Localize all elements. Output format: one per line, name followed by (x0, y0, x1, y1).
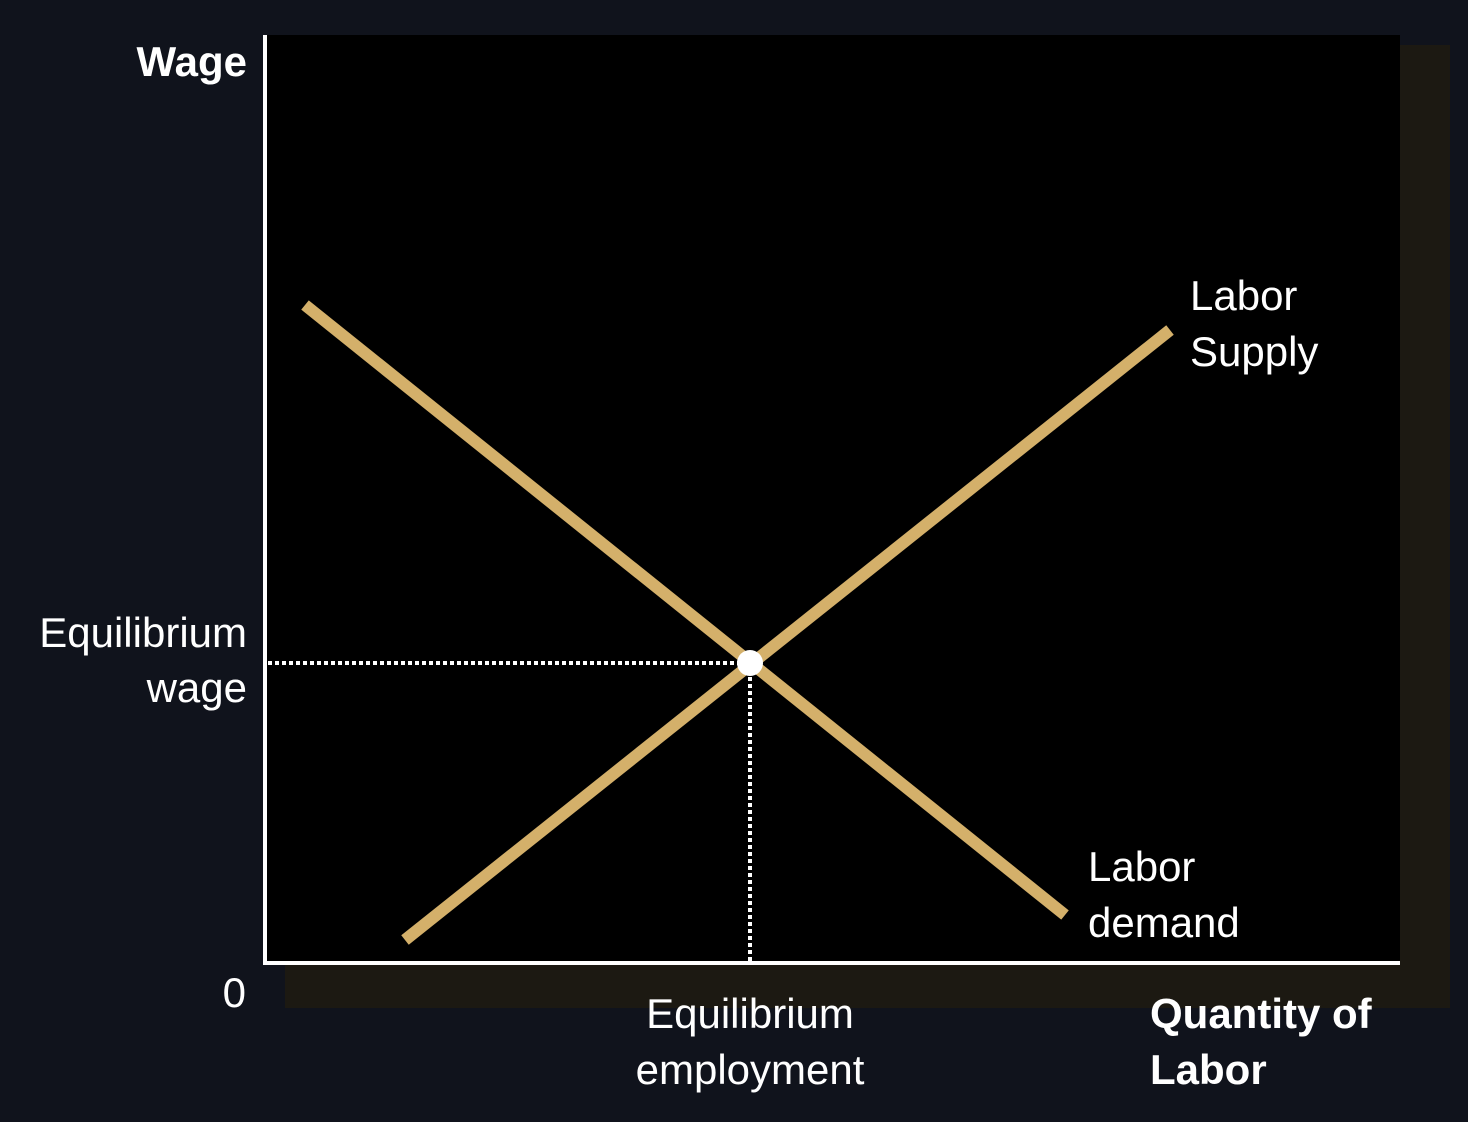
equilibrium-employment-label: employment (636, 1046, 865, 1093)
demand-curve (301, 300, 1069, 920)
equilibrium-employment-label: Equilibrium (646, 990, 854, 1037)
x-axis-label: Quantity of (1150, 990, 1373, 1037)
origin-label: 0 (223, 969, 246, 1016)
curve-label: Supply (1190, 328, 1318, 375)
x-axis-label: Labor (1150, 1046, 1267, 1093)
plot-area (265, 35, 1400, 963)
y-axis-label: Wage (137, 38, 247, 85)
equilibrium-wage-label: wage (146, 664, 247, 711)
curve-label: Labor (1190, 272, 1297, 319)
supply-curve (401, 325, 1174, 945)
curve-label: demand (1088, 899, 1240, 946)
equilibrium-wage-label: Equilibrium (39, 609, 247, 656)
curve-label: Labor (1088, 843, 1195, 890)
equilibrium-point (737, 650, 763, 676)
